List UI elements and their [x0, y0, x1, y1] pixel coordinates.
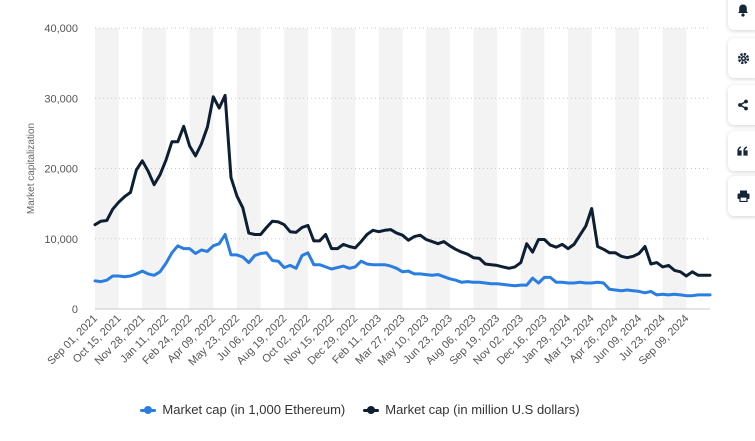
chart-band — [473, 28, 498, 309]
chart-band — [378, 28, 403, 309]
share-icon — [737, 99, 749, 111]
y-gridlines — [95, 27, 710, 310]
print-button[interactable] — [728, 176, 755, 216]
chart-band — [520, 28, 545, 309]
chart-band — [284, 28, 308, 309]
legend: Market cap (in 1,000 Ethereum) Market ca… — [0, 402, 720, 417]
gear-icon — [737, 52, 750, 65]
y-tick-label: 20,000 — [44, 164, 78, 176]
y-tick-label: 40,000 — [44, 23, 78, 35]
y-axis-label: Market capitalization — [26, 123, 37, 214]
y-tick-label: 10,000 — [44, 234, 78, 246]
legend-item-ethereum[interactable]: Market cap (in 1,000 Ethereum) — [140, 402, 345, 417]
sidebar-tools — [728, 0, 755, 441]
chart-band — [236, 28, 261, 309]
legend-label-ethereum: Market cap (in 1,000 Ethereum) — [162, 402, 346, 417]
chart-band — [142, 28, 166, 309]
chart-band — [95, 28, 119, 309]
notification-button[interactable] — [728, 0, 755, 30]
quote-icon — [737, 146, 749, 156]
y-tick-label: 0 — [72, 304, 78, 316]
series-lines — [93, 93, 712, 298]
y-tick-label: 30,000 — [44, 93, 78, 105]
chart: 0 10,000 20,000 30,000 40,000 Sep 01, 2021Oc… — [26, 23, 712, 369]
y-tick-labels: 0 10,000 20,000 30,000 40,000 — [44, 23, 78, 316]
print-icon — [737, 190, 750, 202]
legend-item-usd[interactable]: Market cap (in million U.S dollars) — [363, 402, 580, 417]
chart-band — [189, 28, 214, 309]
share-button[interactable] — [728, 85, 755, 125]
series-line-usd — [93, 93, 712, 278]
bell-icon — [737, 4, 749, 17]
series-line-ethereum — [93, 233, 712, 298]
legend-swatch-usd — [363, 405, 380, 415]
chart-band — [426, 28, 450, 309]
legend-label-usd: Market cap (in million U.S dollars) — [385, 402, 580, 417]
cite-button[interactable] — [728, 131, 755, 171]
legend-swatch-ethereum — [140, 405, 157, 415]
chart-band — [662, 28, 687, 309]
settings-button[interactable] — [728, 38, 755, 78]
